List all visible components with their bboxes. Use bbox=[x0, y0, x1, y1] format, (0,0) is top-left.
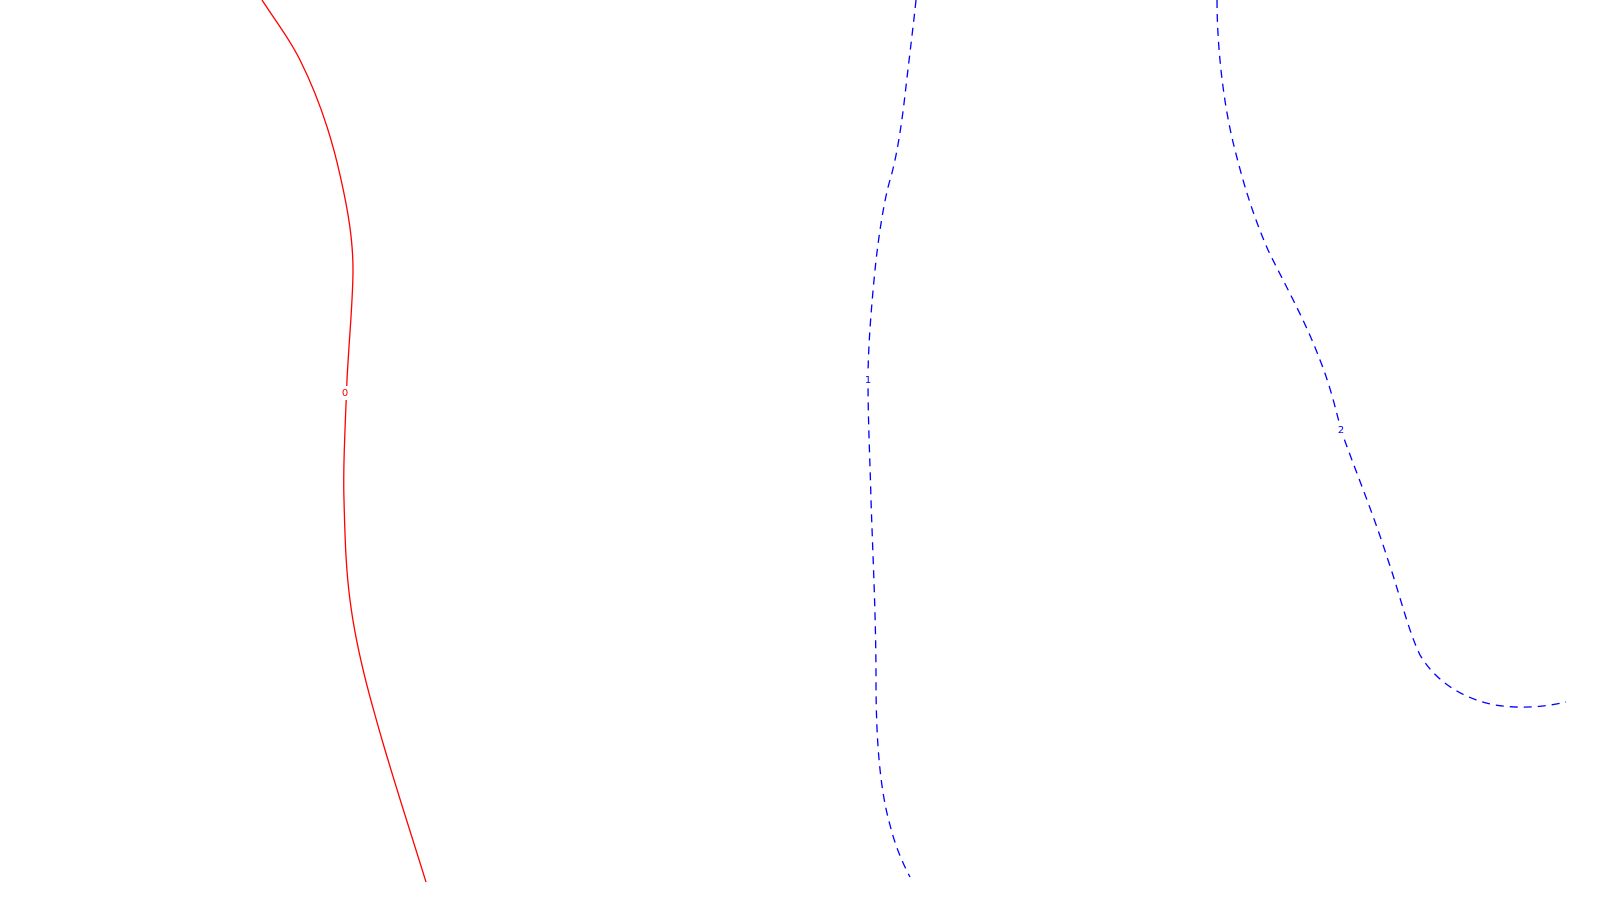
contour-label-level-1: 1 bbox=[865, 375, 871, 386]
contour-label-level-0: 0 bbox=[342, 388, 348, 399]
contour-label-bg-level-1 bbox=[863, 373, 873, 387]
contour-label-bg-level-2 bbox=[1336, 423, 1346, 437]
contour-labels: 0 1 2 bbox=[340, 373, 1346, 437]
contour-level-2 bbox=[1216, 0, 1567, 708]
contour-label-bg-level-0 bbox=[340, 386, 350, 400]
contour-label-level-2: 2 bbox=[1338, 425, 1344, 436]
